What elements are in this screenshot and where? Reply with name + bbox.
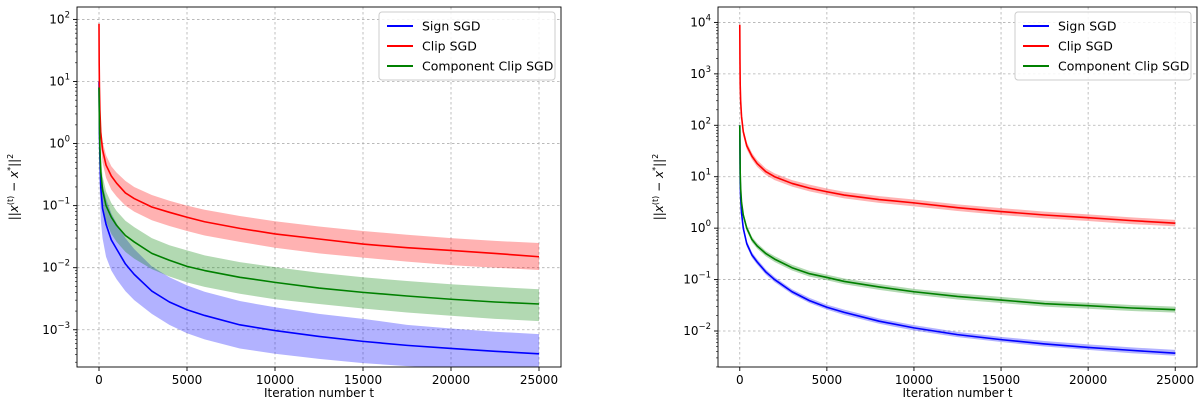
- series-line-2: [98, 23, 540, 258]
- series-band-1: [739, 123, 1176, 356]
- x-tick-label: 0: [736, 373, 744, 387]
- legend-label-3: Component Clip SGD: [1058, 59, 1189, 74]
- plot-area: [98, 19, 540, 367]
- chart-panel-2: 0 5000 10000 15000 20000 25000 10−2 10−1 100 101 1…: [651, 6, 1198, 400]
- x-tick-label: 15000: [344, 373, 382, 387]
- y-tick-label: 10−1: [683, 271, 711, 287]
- legend: Sign SGD Clip SGD Component Clip SGD: [378, 11, 556, 81]
- x-tick-label: 25000: [1156, 373, 1194, 387]
- legend-box: [1014, 11, 1192, 81]
- x-tick-label: 20000: [432, 373, 470, 387]
- series-line-3: [98, 87, 540, 305]
- y-tick-label: 101: [49, 72, 70, 88]
- x-tick-label: 10000: [895, 373, 933, 387]
- legend: Sign SGD Clip SGD Component Clip SGD: [1014, 11, 1192, 81]
- y-tick-label: 101: [690, 168, 711, 184]
- y-tick-label: 102: [49, 10, 70, 26]
- legend-label-3: Component Clip SGD: [422, 59, 553, 74]
- series-line-1: [98, 81, 540, 355]
- y-tick-label: 10−2: [42, 259, 70, 275]
- x-tick-label: 5000: [812, 373, 843, 387]
- legend-label-1: Sign SGD: [1058, 19, 1116, 34]
- y-axis-label: ||x(t) − x*||2: [651, 154, 666, 221]
- y-tick-label: 10−2: [683, 322, 711, 338]
- y-axis-label: ||x(t) − x*||2: [6, 154, 21, 221]
- legend-label-2: Clip SGD: [422, 39, 477, 54]
- series-line-3: [738, 125, 1176, 311]
- y-tick-label: 104: [690, 13, 711, 29]
- y-tick-label: 100: [49, 135, 70, 151]
- chart-panel-1: 0 5000 10000 15000 20000 25000 10−3 10−2 10−1 100…: [6, 6, 562, 400]
- legend-label-1: Sign SGD: [422, 19, 480, 34]
- x-axis-label: Iteration number t: [902, 386, 1012, 400]
- y-tick-label: 10−3: [42, 321, 70, 337]
- x-axis-label: Iteration number t: [264, 386, 374, 400]
- series-line-2: [738, 24, 1176, 224]
- legend-box: [378, 11, 556, 81]
- x-tick-label: 25000: [520, 373, 558, 387]
- series-band-2: [99, 19, 539, 270]
- y-tick-label: 10−1: [42, 197, 70, 213]
- x-tick-label: 20000: [1069, 373, 1107, 387]
- x-tick-label: 10000: [256, 373, 294, 387]
- y-tick-label: 103: [690, 65, 711, 81]
- axes-frame: [717, 6, 1198, 368]
- y-tick-label: 100: [690, 219, 711, 235]
- series-band-3: [99, 81, 539, 322]
- plot-area: [738, 22, 1176, 356]
- x-tick-label: 0: [95, 373, 103, 387]
- x-tick-label: 15000: [982, 373, 1020, 387]
- x-tick-label: 5000: [172, 373, 203, 387]
- series-band-1: [99, 76, 539, 367]
- series-line-1: [738, 125, 1176, 355]
- y-tick-label: 102: [690, 116, 711, 132]
- legend-label-2: Clip SGD: [1058, 39, 1113, 54]
